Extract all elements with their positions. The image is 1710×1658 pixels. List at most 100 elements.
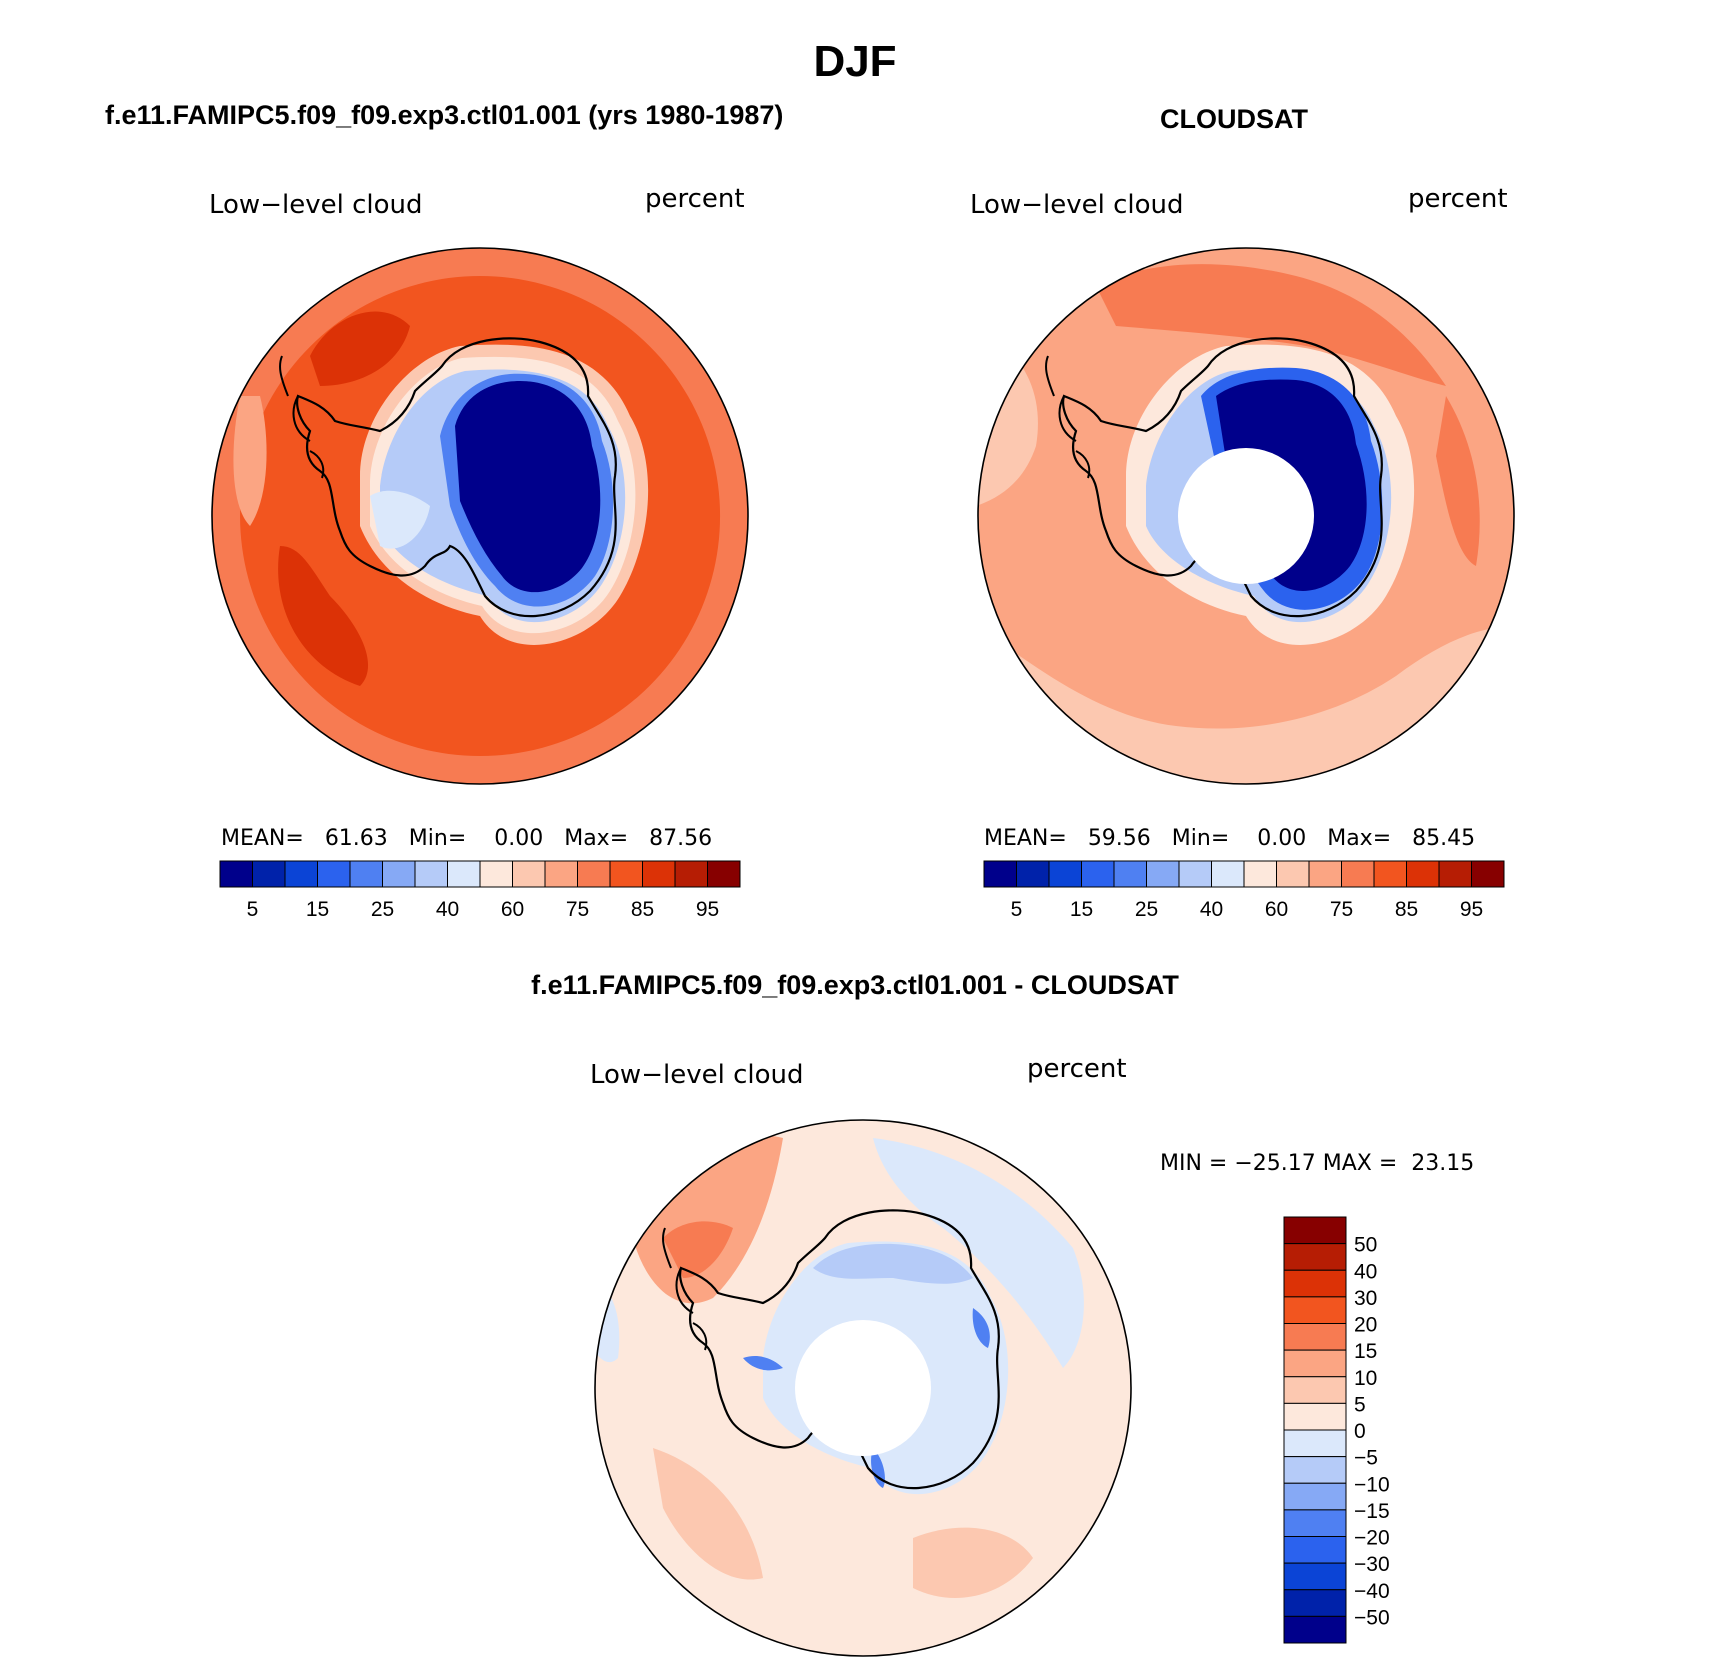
colorbar-tick-label: 15 bbox=[1354, 1340, 1377, 1363]
coastline bbox=[296, 337, 617, 618]
colorbar-swatch bbox=[1283, 1323, 1347, 1351]
stats-row-obs: MEAN= 59.56 Min= 0.00 Max= 85.45 bbox=[984, 826, 1475, 851]
colorbar-tick-label: 5 bbox=[247, 898, 259, 921]
north-orange-band bbox=[1096, 264, 1446, 386]
polar-map-obs bbox=[977, 247, 1515, 785]
colorbar-swatch bbox=[1178, 860, 1212, 888]
colorbar-obs: 5 15 25 40 60 75 85 95 bbox=[983, 860, 1505, 921]
colorbar-tick-label: 30 bbox=[1354, 1287, 1377, 1310]
colorbar-swatch bbox=[1283, 1615, 1347, 1644]
peninsula-coast bbox=[1045, 355, 1091, 479]
se-positive-patch bbox=[913, 1527, 1033, 1598]
pole-hole bbox=[1178, 448, 1314, 584]
colorbar-tick-label: −50 bbox=[1354, 1606, 1390, 1629]
outer-light-band bbox=[978, 626, 1514, 784]
peninsula-coast bbox=[662, 1227, 708, 1351]
colorbar-swatch bbox=[1341, 860, 1375, 888]
coastline bbox=[679, 1209, 1000, 1490]
colorbar-swatch bbox=[544, 860, 578, 888]
variable-label-diff: Low−level cloud bbox=[590, 1060, 804, 1090]
colorbar-tick-label: 40 bbox=[436, 898, 459, 921]
colorbar-tick-label: −5 bbox=[1354, 1447, 1378, 1470]
colorbar-swatch bbox=[1283, 1349, 1347, 1378]
colorbar-tick-label: 25 bbox=[1135, 898, 1158, 921]
colorbar-tick-label: 95 bbox=[696, 898, 719, 921]
min-label: Min= bbox=[1171, 826, 1230, 851]
map-boundary bbox=[977, 247, 1515, 785]
colorbar-tick-label: 10 bbox=[1354, 1367, 1377, 1390]
colorbar-swatch bbox=[1283, 1243, 1347, 1271]
units-label-diff: percent bbox=[1027, 1054, 1127, 1084]
mean-label: MEAN= bbox=[221, 826, 304, 851]
colorbar-tick-label: 85 bbox=[631, 898, 654, 921]
colorbar-swatch bbox=[1283, 1562, 1347, 1591]
ne-negative-band bbox=[873, 1138, 1084, 1368]
colorbar-swatch bbox=[349, 860, 383, 888]
min-value: 0.00 bbox=[1257, 826, 1307, 851]
continent-negative bbox=[813, 1243, 973, 1284]
colorbar-swatch bbox=[707, 860, 741, 888]
colorbar-tick-label: −10 bbox=[1354, 1473, 1390, 1496]
peninsula-band bbox=[233, 396, 267, 526]
colorbar-swatch bbox=[1283, 1216, 1347, 1245]
coastline bbox=[1062, 337, 1383, 618]
colorbar-swatch bbox=[479, 860, 513, 888]
map-boundary bbox=[211, 247, 749, 785]
min-value: 0.00 bbox=[494, 826, 544, 851]
pole-hole bbox=[795, 1320, 931, 1456]
diff-minmax-text: MIN = −25.17 MAX = 23.15 bbox=[1160, 1151, 1475, 1176]
stats-row-model: MEAN= 61.63 Min= 0.00 Max= 87.56 bbox=[221, 826, 712, 851]
colorbar-tick-label: 15 bbox=[1070, 898, 1093, 921]
colorbar-swatch bbox=[1048, 860, 1082, 888]
colorbar-tick-label: 75 bbox=[566, 898, 589, 921]
peninsula-coast bbox=[279, 355, 325, 479]
colorbar-swatch bbox=[219, 860, 253, 888]
colorbar-swatch bbox=[252, 860, 286, 888]
continent-dark bbox=[455, 381, 601, 593]
colorbar-swatch bbox=[1146, 860, 1180, 888]
colorbar-swatch bbox=[1081, 860, 1115, 888]
panel-title-model: f.e11.FAMIPC5.f09_f09.exp3.ctl01.001 (yr… bbox=[105, 100, 784, 130]
colorbar-swatch bbox=[1113, 860, 1147, 888]
colorbar-tick-label: 75 bbox=[1330, 898, 1353, 921]
mean-value: 59.56 bbox=[1087, 826, 1151, 851]
colorbar-swatch bbox=[1016, 860, 1050, 888]
colorbar-tick-label: 40 bbox=[1354, 1260, 1377, 1283]
colorbar-tick-label: −15 bbox=[1354, 1500, 1390, 1523]
colorbar-swatch bbox=[1276, 860, 1310, 888]
colorbar-swatch bbox=[317, 860, 351, 888]
colorbar-tick-label: 0 bbox=[1354, 1420, 1366, 1443]
colorbar-swatch bbox=[284, 860, 318, 888]
colorbar-swatch bbox=[577, 860, 611, 888]
colorbar-tick-label: 20 bbox=[1354, 1314, 1377, 1337]
colorbar-swatch bbox=[1283, 1269, 1347, 1298]
colorbar-swatch bbox=[447, 860, 481, 888]
colorbar-swatch bbox=[1283, 1429, 1347, 1458]
colorbar-swatch bbox=[1471, 860, 1505, 888]
south-positive-patch bbox=[653, 1448, 763, 1580]
units-label-model: percent bbox=[645, 184, 745, 214]
colorbar-tick-label: 15 bbox=[306, 898, 329, 921]
colorbar-swatch bbox=[1406, 860, 1440, 888]
peninsula-light bbox=[370, 490, 430, 549]
colorbar-swatch bbox=[382, 860, 416, 888]
colorbar-tick-label: 50 bbox=[1354, 1234, 1377, 1257]
colorbar-tick-label: 5 bbox=[1354, 1393, 1366, 1416]
polar-map-model bbox=[211, 247, 749, 785]
max-label: Max= bbox=[1327, 826, 1392, 851]
colorbar-swatch bbox=[642, 860, 676, 888]
colorbar-tick-label: −40 bbox=[1354, 1580, 1390, 1603]
colorbar-tick-label: 25 bbox=[371, 898, 394, 921]
colorbar-swatch bbox=[983, 860, 1017, 888]
high-cloud-band-nw bbox=[310, 311, 410, 386]
colorbar-swatch bbox=[1211, 860, 1245, 888]
colorbar-swatch bbox=[1283, 1376, 1347, 1404]
units-label-obs: percent bbox=[1408, 184, 1508, 214]
east-orange-band bbox=[1436, 396, 1480, 566]
polar-map-diff bbox=[594, 1119, 1132, 1657]
colorbar-swatch bbox=[1373, 860, 1407, 888]
max-label: Max= bbox=[564, 826, 629, 851]
colorbar-swatch bbox=[1438, 860, 1472, 888]
colorbar-tick-label: 95 bbox=[1460, 898, 1483, 921]
